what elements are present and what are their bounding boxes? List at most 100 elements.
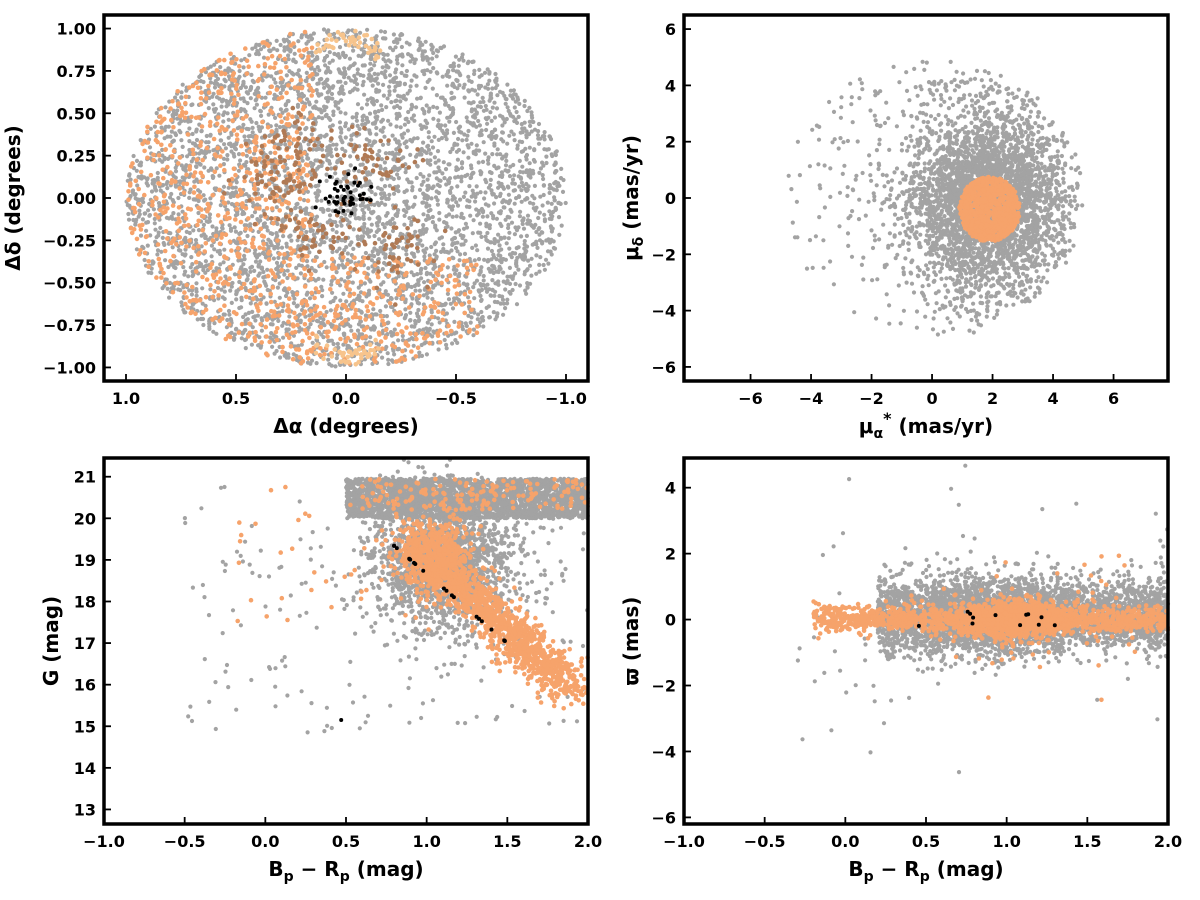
sky-field-point <box>206 220 210 224</box>
sky-field-point <box>513 271 517 275</box>
sky-member-point <box>190 285 195 290</box>
sky-field-point <box>479 170 483 174</box>
sky-field-point <box>425 103 429 107</box>
sky-member-point <box>286 303 291 308</box>
sky-member-point <box>133 210 138 215</box>
sky-field-point <box>407 180 411 184</box>
sky-field-point <box>455 184 459 188</box>
sky-member-point <box>183 212 188 217</box>
sky-field-point <box>395 58 399 62</box>
sky-field-point <box>381 83 385 87</box>
sky-member-point <box>395 332 400 337</box>
sky-field-point <box>470 246 474 250</box>
sky-member-point <box>232 98 237 103</box>
sky-field-point <box>380 188 384 192</box>
sky-member-point <box>359 280 364 285</box>
sky-field-point <box>407 216 411 220</box>
sky-member-point <box>307 336 312 341</box>
sky-field-point <box>430 322 434 326</box>
sky-field-point <box>473 258 477 262</box>
sky-member-point <box>189 115 194 120</box>
sky-field-point <box>340 147 344 151</box>
sky-member-point <box>280 345 285 350</box>
sky-field-point <box>200 286 204 290</box>
sky-field-point <box>483 190 487 194</box>
sky-field-point <box>455 214 459 218</box>
sky-member-point <box>456 283 461 288</box>
sky-field-point <box>525 234 529 238</box>
sky-field-point <box>490 278 494 282</box>
sky-field-point <box>388 122 392 126</box>
sky-field-point <box>490 171 494 175</box>
sky-field-point <box>452 96 456 100</box>
sky-field-point <box>518 210 522 214</box>
sky-field-point <box>194 164 198 168</box>
sky-field-point <box>491 216 495 220</box>
sky-field-point <box>445 84 449 88</box>
sky-field-point <box>528 120 532 124</box>
sky-field-point <box>249 73 253 77</box>
sky-field-point <box>282 273 286 277</box>
sky-field-point <box>490 191 494 195</box>
sky-field-point <box>239 231 243 235</box>
sky-member-point <box>278 70 283 75</box>
sky-field-point <box>291 58 295 62</box>
sky-field-point <box>518 159 522 163</box>
sky-field-point <box>554 160 558 164</box>
sky-field-point <box>135 159 139 163</box>
sky-field-point <box>505 275 509 279</box>
sky-field-point <box>485 290 489 294</box>
sky-member-point <box>278 54 283 59</box>
sky-member-point <box>261 242 266 247</box>
sky-field-point <box>286 53 290 57</box>
sky-field-point <box>445 137 449 141</box>
sky-field-point <box>457 64 461 68</box>
sky-field-point <box>181 83 185 87</box>
sky-field-point <box>453 142 457 146</box>
sky-field-point <box>234 142 238 146</box>
sky-field-point <box>342 332 346 336</box>
sky-field-point <box>276 256 280 260</box>
sky-field-point <box>497 249 501 253</box>
sky-field-point <box>367 207 371 211</box>
sky-field-point <box>321 317 325 321</box>
sky-member-point <box>280 202 285 207</box>
sky-member-point <box>162 200 167 205</box>
sky-field-point <box>365 232 369 236</box>
sky-field-point <box>382 135 386 139</box>
sky-member-point <box>168 259 173 264</box>
sky-field-point <box>261 275 265 279</box>
sky-field-point <box>247 53 251 57</box>
sky-field-point <box>448 191 452 195</box>
sky-member-point <box>264 325 269 330</box>
sky-field-point <box>224 146 228 150</box>
sky-member-point <box>316 313 321 318</box>
sky-field-point <box>223 297 227 301</box>
sky-field-point <box>397 37 401 41</box>
sky-member-point <box>404 325 409 330</box>
sky-field-point <box>408 318 412 322</box>
sky-field-point <box>492 144 496 148</box>
sky-field-point <box>244 318 248 322</box>
sky-member-point <box>228 182 233 187</box>
sky-member-point <box>212 289 217 294</box>
sky-field-point <box>427 130 431 134</box>
sky-field-point <box>310 37 314 41</box>
sky-field-point <box>429 70 433 74</box>
sky-member-point <box>233 173 238 178</box>
sky-field-point <box>495 315 499 319</box>
sky-member-point <box>218 241 223 246</box>
sky-field-point <box>203 271 207 275</box>
sky-field-point <box>398 99 402 103</box>
sky-field-point <box>354 115 358 119</box>
sky-field-point <box>183 252 187 256</box>
sky-field-point <box>415 272 419 276</box>
sky-member-point <box>149 173 154 178</box>
sky-member-point <box>284 91 289 96</box>
sky-field-point <box>380 177 384 181</box>
sky-field-point <box>285 166 289 170</box>
sky-field-point <box>380 196 384 200</box>
sky-field-point <box>485 283 489 287</box>
sky-member-point <box>182 290 187 295</box>
sky-field-point <box>523 147 527 151</box>
